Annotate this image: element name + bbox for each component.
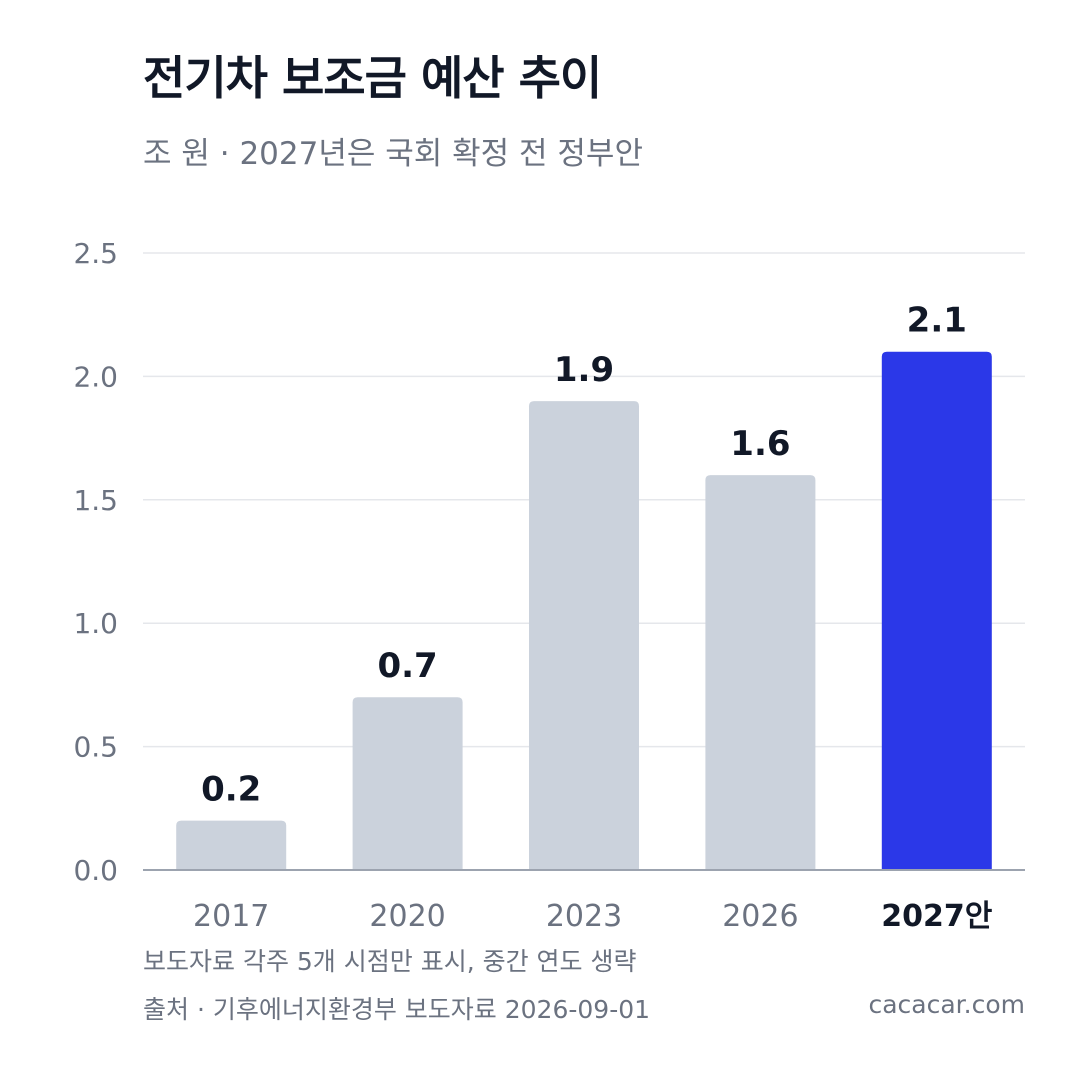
data-label: 1.9 [554,350,614,390]
source-credit: 출처 · 기후에너지환경부 보도자료 2026-09-01 [143,995,651,1024]
bar [705,475,816,870]
y-tick-label: 1.0 [73,607,118,640]
x-tick-label: 2023 [546,899,622,934]
y-tick-label: 1.5 [73,484,118,517]
x-tick-label: 2027안 [881,899,992,934]
x-tick-label: 2026 [722,899,798,934]
chart-title: 전기차 보조금 예산 추이 [143,51,602,105]
y-tick-label: 2.0 [73,360,118,393]
data-label: 0.7 [377,646,437,686]
y-tick-label: 2.5 [73,237,118,270]
y-tick-label: 0.0 [73,854,118,887]
data-label: 2.1 [907,301,967,341]
data-label: 1.6 [730,424,790,464]
y-tick-label: 0.5 [73,731,118,764]
chart-subtitle: 조 원 · 2027년은 국회 확정 전 정부안 [143,136,643,172]
x-tick-label: 2020 [369,899,445,934]
bar [881,351,992,871]
bar [176,820,287,870]
bar [352,697,463,870]
footnote: 보도자료 각주 5개 시점만 표시, 중간 연도 생략 [143,947,637,976]
data-label: 0.2 [201,770,261,810]
site-credit: cacacar.com [868,990,1025,1019]
x-tick-label: 2017 [193,899,269,934]
bar [529,401,639,870]
